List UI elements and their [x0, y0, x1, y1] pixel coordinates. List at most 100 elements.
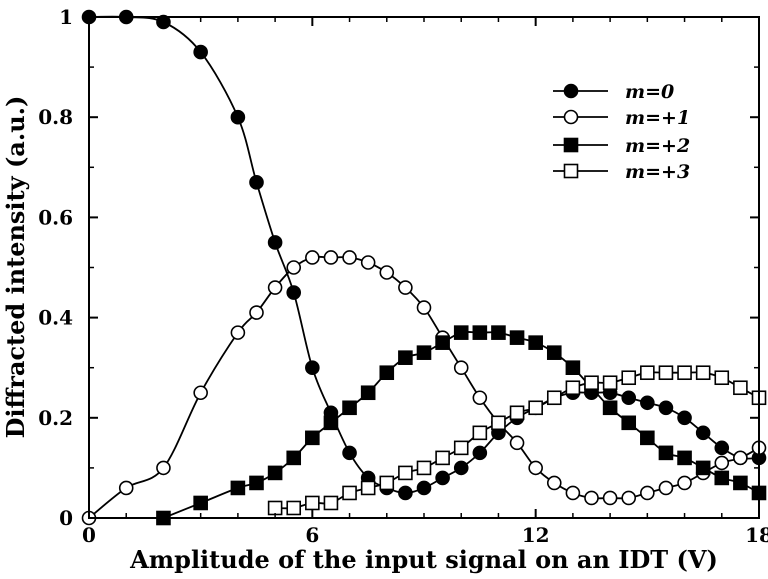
legend-label: m=0 — [625, 81, 674, 103]
data-point-series-2 — [491, 325, 506, 340]
data-point-series-3 — [509, 405, 525, 421]
data-point-series-2 — [509, 330, 525, 345]
data-point-series-2 — [360, 385, 376, 401]
data-point-series-3 — [695, 365, 711, 381]
data-point-series-0 — [416, 480, 432, 496]
data-point-series-2 — [286, 450, 302, 466]
data-point-series-3 — [286, 500, 302, 516]
legend-label: m=+1 — [625, 107, 690, 129]
data-point-series-2 — [342, 400, 357, 416]
data-point-series-3 — [565, 380, 581, 396]
data-point-series-2 — [249, 475, 264, 491]
data-point-series-1 — [379, 265, 395, 280]
data-point-series-2 — [677, 450, 692, 466]
data-point-series-3 — [677, 365, 692, 381]
data-point-series-1 — [193, 385, 208, 401]
legend-label: m=+2 — [625, 135, 690, 157]
data-point-series-1 — [733, 450, 748, 466]
data-point-series-0 — [640, 395, 655, 411]
y-tick-label: 0 — [59, 506, 73, 530]
data-point-series-2 — [714, 470, 730, 486]
data-point-series-2 — [305, 430, 320, 446]
data-point-series-2 — [528, 335, 543, 350]
data-point-series-3 — [379, 475, 395, 491]
data-point-series-0 — [267, 235, 283, 250]
data-point-series-1 — [714, 455, 730, 471]
x-axis-label: Amplitude of the input signal on an IDT … — [129, 545, 718, 574]
legend-marker — [563, 137, 579, 153]
data-point-series-1 — [584, 490, 599, 506]
y-tick-label: 0.4 — [38, 306, 73, 330]
data-point-series-2 — [658, 445, 674, 461]
data-point-series-1 — [546, 475, 562, 491]
data-point-series-3 — [416, 460, 432, 476]
data-point-series-3 — [584, 375, 599, 391]
x-tick-label: 6 — [305, 523, 319, 547]
data-point-series-3 — [360, 480, 376, 496]
data-point-series-0 — [695, 425, 711, 441]
data-point-series-1 — [565, 485, 581, 501]
legend-label-rest: =+1 — [645, 107, 690, 129]
data-point-series-1 — [528, 460, 543, 476]
data-point-series-3 — [305, 495, 320, 511]
data-point-series-3 — [658, 365, 674, 381]
data-point-series-2 — [546, 345, 562, 360]
data-point-series-2 — [733, 475, 748, 491]
data-point-series-3 — [491, 415, 506, 431]
data-point-series-0 — [249, 175, 264, 190]
data-point-series-1 — [267, 280, 283, 295]
data-point-series-0 — [472, 445, 488, 461]
data-point-series-3 — [435, 450, 450, 466]
data-point-series-3 — [640, 365, 655, 381]
data-point-series-0 — [230, 109, 246, 125]
data-point-series-1 — [677, 475, 692, 491]
y-tick-label: 0.2 — [38, 406, 73, 430]
legend-label-italic: m — [625, 107, 645, 129]
y-tick-label: 1 — [59, 5, 73, 29]
data-point-series-3 — [602, 375, 618, 391]
data-point-series-2 — [323, 415, 339, 431]
data-point-series-1 — [118, 480, 134, 496]
data-point-series-2 — [472, 325, 488, 340]
y-axis-label: Diffracted intensity (a.u.) — [1, 96, 30, 439]
data-point-series-1 — [621, 490, 637, 506]
data-point-series-2 — [695, 460, 711, 476]
legend-marker — [563, 163, 579, 179]
data-point-series-0 — [305, 360, 320, 376]
tick-labels: 0 6 12 18 0 0.2 0.4 0.6 0.8 1 — [38, 5, 768, 547]
data-point-series-1 — [398, 280, 413, 295]
legend-label-rest: =+3 — [645, 161, 690, 183]
data-point-series-2 — [379, 365, 395, 381]
data-point-series-1 — [360, 255, 376, 270]
data-point-series-2 — [640, 430, 655, 446]
data-point-series-2 — [416, 345, 432, 360]
data-point-series-0 — [677, 410, 692, 426]
data-point-series-1 — [416, 300, 432, 315]
data-point-series-3 — [267, 500, 283, 516]
data-point-series-2 — [621, 415, 637, 431]
data-point-series-1 — [509, 435, 525, 451]
y-tick-label: 0.8 — [38, 105, 73, 129]
data-point-series-1 — [286, 260, 302, 275]
data-point-series-0 — [453, 460, 469, 476]
legend-label: m=+3 — [625, 161, 690, 183]
y-tick-label: 0.6 — [38, 205, 73, 229]
data-point-series-2 — [602, 400, 618, 416]
data-point-series-0 — [621, 390, 637, 406]
legend: m=0m=+1m=+2m=+3 — [553, 81, 690, 183]
data-point-series-0 — [193, 44, 208, 60]
legend-label-italic: m — [625, 135, 645, 157]
data-point-series-0 — [286, 285, 302, 300]
data-point-series-1 — [230, 325, 246, 340]
data-point-series-0 — [342, 445, 357, 461]
data-point-series-1 — [305, 250, 320, 265]
data-point-series-0 — [658, 400, 674, 416]
data-point-series-3 — [528, 400, 543, 416]
x-tick-label: 18 — [745, 523, 768, 547]
plot-markers — [81, 9, 767, 526]
x-tick-label: 12 — [522, 523, 550, 547]
data-point-series-0 — [156, 14, 171, 30]
data-point-series-0 — [435, 470, 450, 486]
axis-ticks — [88, 16, 760, 519]
